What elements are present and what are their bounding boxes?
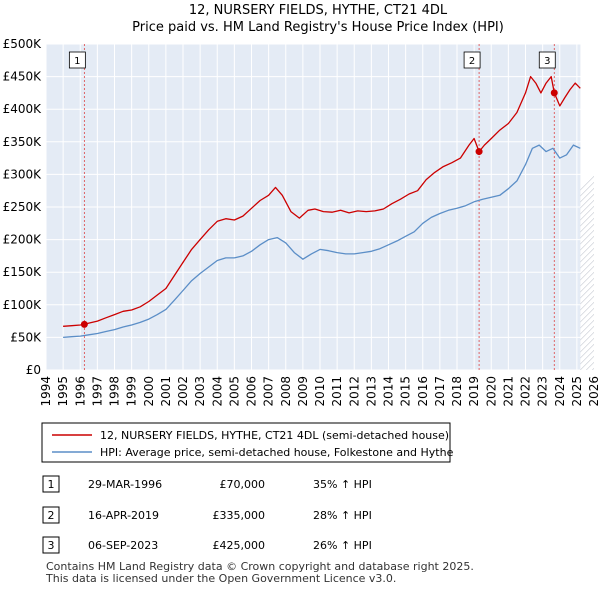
sale-points	[80, 89, 558, 328]
y-tick-label: £300K	[3, 167, 43, 181]
x-tick-label: 2001	[159, 376, 173, 407]
transaction-hpi: 35% ↑ HPI	[313, 478, 372, 491]
x-tick-label: 1994	[39, 376, 53, 407]
x-tick-label: 2019	[467, 376, 481, 407]
hatch-line	[580, 205, 594, 221]
x-axis: 1994 1995 1996 1997 1998 1999 2000 2001 2002 2003…	[39, 376, 600, 407]
transaction-date: 06-SEP-2023	[88, 539, 158, 552]
transaction-num-box	[42, 536, 60, 554]
sale-point	[80, 320, 88, 328]
hatch-line	[580, 301, 594, 317]
transaction-num-box	[42, 475, 60, 493]
y-tick-label: £100K	[3, 298, 43, 312]
x-tick-label: 2020	[484, 376, 498, 407]
footer-copyright: Contains HM Land Registry data © Crown c…	[46, 560, 474, 573]
sale-marker-box	[538, 51, 556, 69]
sale-marker-label: 1	[74, 56, 80, 67]
hatch-line	[580, 193, 594, 209]
x-tick-label: 2013	[364, 376, 378, 407]
transaction-num: 3	[48, 539, 55, 552]
y-tick-label: £350K	[3, 135, 43, 149]
y-tick-label: £250K	[3, 200, 43, 214]
legend-box	[41, 422, 451, 463]
legend-label-price: 12, NURSERY FIELDS, HYTHE, CT21 4DL (sem…	[100, 429, 449, 442]
sale-marker-box	[463, 51, 481, 69]
x-tick-label: 2023	[536, 376, 550, 407]
transaction-num: 2	[48, 509, 55, 522]
x-tick-label: 2011	[330, 376, 344, 407]
legend-label-hpi: HPI: Average price, semi-detached house,…	[100, 446, 454, 459]
y-tick-label: £150K	[3, 265, 43, 279]
x-tick-label: 2007	[262, 376, 276, 407]
hatch-line	[580, 307, 594, 323]
x-tick-label: 1999	[125, 376, 139, 407]
x-tick-label: 2017	[433, 376, 447, 407]
sale-marker-label: 3	[544, 56, 550, 67]
transaction-row: 2 16-APR-2019 £335,000 28% ↑ HPI	[42, 506, 372, 524]
y-tick-label: £0	[26, 363, 41, 377]
chart-title: 12, NURSERY FIELDS, HYTHE, CT21 4DL	[189, 3, 448, 18]
x-tick-label: 2010	[313, 376, 327, 407]
x-tick-label: 1996	[73, 376, 87, 407]
y-tick-label: £50K	[10, 330, 42, 344]
hatch-line	[580, 313, 594, 329]
x-tick-label: 2016	[416, 376, 430, 407]
transaction-row: 3 06-SEP-2023 £425,000 26% ↑ HPI	[42, 536, 372, 554]
x-tick-label: 2005	[227, 376, 241, 407]
transaction-num-box	[42, 506, 60, 524]
x-tick-label: 2004	[210, 376, 224, 407]
transaction-date: 29-MAR-1996	[88, 478, 162, 491]
y-tick-label: £200K	[3, 233, 43, 247]
x-tick-label: 1995	[56, 376, 70, 407]
transaction-price: £70,000	[220, 478, 266, 491]
x-tick-label: 2003	[193, 376, 207, 407]
footer-license: This data is licensed under the Open Gov…	[45, 572, 396, 585]
y-axis: £0 £50K £100K £150K £200K £250K £300K £350K £400…	[3, 37, 43, 377]
transaction-hpi: 28% ↑ HPI	[313, 509, 372, 522]
transaction-row: 1 29-MAR-1996 £70,000 35% ↑ HPI	[42, 475, 372, 493]
transaction-price: £425,000	[213, 539, 266, 552]
x-tick-label: 2015	[399, 376, 413, 407]
x-tick-label: 2025	[570, 376, 584, 407]
x-tick-label: 1997	[90, 376, 104, 407]
x-tick-label: 2021	[501, 376, 515, 407]
x-tick-label: 2008	[279, 376, 293, 407]
y-tick-label: £400K	[3, 102, 43, 116]
x-tick-label: 2002	[176, 376, 190, 407]
x-tick-label: 2022	[519, 376, 533, 407]
transaction-num: 1	[48, 478, 55, 491]
x-tick-label: 2009	[296, 376, 310, 407]
transaction-price: £335,000	[213, 509, 266, 522]
x-tick-label: 2026	[587, 376, 600, 407]
x-tick-label: 2006	[245, 376, 259, 407]
sale-marker-label: 2	[469, 56, 475, 67]
sale-marker-box	[68, 51, 86, 69]
x-tick-label: 2024	[553, 376, 567, 407]
transaction-date: 16-APR-2019	[88, 509, 159, 522]
hatch-line	[580, 199, 594, 215]
x-tick-label: 2012	[347, 376, 361, 407]
x-tick-label: 2018	[450, 376, 464, 407]
sale-point	[550, 89, 558, 97]
x-tick-label: 2014	[382, 376, 396, 407]
series-lines	[63, 75, 581, 339]
y-tick-label: £450K	[3, 70, 43, 84]
y-tick-label: £500K	[3, 37, 43, 51]
sale-marker-boxes: 1 2 3	[68, 51, 556, 69]
price-paid-line	[63, 75, 581, 327]
transaction-hpi: 26% ↑ HPI	[313, 539, 372, 552]
hpi-line	[63, 144, 581, 339]
x-tick-label: 1998	[108, 376, 122, 407]
x-tick-label: 2000	[142, 376, 156, 407]
sale-point	[475, 148, 483, 156]
chart-subtitle: Price paid vs. HM Land Registry's House …	[132, 20, 504, 35]
future-hatch	[580, 44, 594, 370]
